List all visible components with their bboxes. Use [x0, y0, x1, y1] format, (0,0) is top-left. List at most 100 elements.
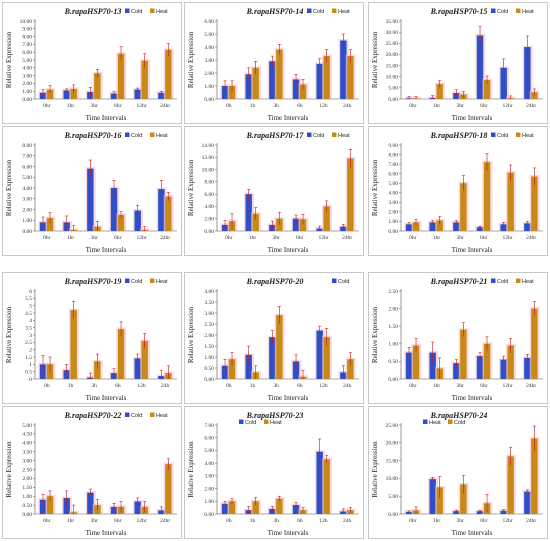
y-tick-label: 0.00	[388, 512, 398, 518]
bar-cold	[110, 93, 118, 99]
x-tick-label: 3hr	[456, 235, 464, 241]
y-tick-label: 0.50	[388, 359, 398, 365]
x-tick-label: 12hr	[502, 103, 512, 109]
chart-title: B.rapaHSP70-22	[64, 411, 122, 420]
x-tick-label: 6hr	[114, 518, 122, 524]
y-tick-label: 12.00	[202, 155, 215, 161]
y-tick-label: 6.00	[388, 171, 398, 177]
legend-label: Heat	[338, 133, 350, 139]
bar-heat	[117, 53, 125, 99]
y-tick-label: 5.00	[22, 58, 32, 64]
chart-title: B.rapaHSP70-13	[64, 7, 122, 16]
chart-title: B.rapaHSP70-14	[246, 7, 304, 16]
y-tick-label: 1.50	[388, 324, 398, 330]
chart-panel-8: B.rapaHSP70-20 Cold 0.00 0.50 1.00 1.50 2.00 2.…	[184, 272, 364, 404]
bar-heat	[460, 183, 467, 231]
y-tick-label: 8.00	[204, 180, 214, 186]
legend-label: Heat	[156, 9, 168, 15]
x-tick-label: 12hr	[502, 383, 512, 389]
y-tick-label: 3.00	[388, 200, 398, 206]
y-axis-label: Relative Expression	[371, 306, 379, 363]
bar-heat	[276, 315, 283, 379]
bar-cold	[39, 499, 47, 514]
x-tick-label: 1hr	[67, 518, 75, 524]
x-tick-label: 0h	[226, 383, 232, 389]
y-tick-label: 25.00	[386, 41, 399, 47]
legend-label: Cold	[313, 9, 324, 15]
chart-svg: B.rapaHSP70-21 Cold Heat 0.00 0.50 1.00 1.50 2.…	[371, 277, 543, 402]
y-tick-label: 5.00	[22, 423, 32, 429]
x-tick-label: 24hr	[160, 235, 170, 241]
x-tick-label: 0h	[44, 383, 50, 389]
x-tick-label: 3hr	[90, 518, 98, 524]
x-tick-label: 12hr	[502, 518, 512, 524]
bar-cold	[134, 89, 141, 99]
legend-swatch	[125, 278, 130, 283]
bar-heat	[276, 218, 283, 231]
y-tick-label: 3.00	[204, 58, 214, 64]
bar-heat	[524, 491, 531, 514]
bar-cold	[524, 47, 531, 99]
chart-svg: B.rapaHSP70-18 Cold Heat 0.00 1.00 2.00 3.00 4.…	[371, 131, 543, 254]
y-tick-label: 4	[29, 318, 32, 324]
y-tick-label: 2.50	[22, 467, 32, 473]
bar-cold	[158, 189, 165, 231]
y-tick-label: 0.00	[204, 377, 214, 383]
legend-swatch	[150, 8, 155, 13]
bar-heat	[347, 359, 354, 379]
bar-heat	[117, 329, 125, 379]
x-tick-label: 12h	[137, 383, 146, 389]
bar-heat	[347, 158, 354, 231]
chart-panel-12: B.rapaHSP70-24 Heat Cold 0.00 5.00 10.00 15.00…	[368, 406, 548, 539]
y-tick-label: 2.00	[204, 486, 214, 492]
bar-cold	[292, 361, 300, 379]
bar-cold	[524, 223, 531, 231]
bar-heat	[70, 310, 77, 379]
y-axis-label: Relative Expression	[5, 159, 13, 216]
bar-cold	[245, 354, 252, 379]
y-tick-label: 4.00	[22, 186, 32, 192]
legend-swatch	[125, 412, 130, 417]
bar-heat	[347, 56, 354, 99]
y-tick-label: 0.00	[22, 229, 32, 235]
x-tick-label: 6hr	[114, 103, 122, 109]
x-tick-label: 12hr	[136, 518, 146, 524]
chart-panel-9: B.rapaHSP70-21 Cold Heat 0.00 0.50 1.00 1.50 2.…	[368, 272, 548, 404]
x-tick-label: 1h	[68, 383, 74, 389]
x-tick-label: 24hr	[160, 518, 170, 524]
bar-cold	[453, 363, 460, 379]
y-tick-label: 10.00	[202, 167, 215, 173]
bar-cold	[316, 451, 323, 514]
legend-swatch	[125, 8, 130, 13]
y-tick-label: 30.00	[386, 30, 399, 36]
bar-heat	[165, 464, 172, 514]
bar-cold	[292, 505, 300, 514]
chart-panel-4: B.rapaHSP70-16 Cold Heat 0.00 1.00 2.00 3.00 4.…	[2, 126, 182, 256]
y-tick-label: 2.50	[388, 289, 398, 295]
bar-cold	[110, 188, 118, 231]
y-tick-label: 0	[29, 377, 32, 383]
legend-swatch	[516, 278, 521, 283]
chart-panel-1: B.rapaHSP70-13 Cold Heat 0.00 1.00 2.00 3.00 4.…	[2, 2, 182, 124]
y-tick-label: 2.5	[25, 340, 32, 346]
y-tick-label: 2.00	[204, 217, 214, 223]
x-tick-label: 0hr	[43, 235, 51, 241]
legend-swatch	[516, 132, 521, 137]
bar-heat	[252, 67, 259, 99]
bar-cold	[405, 224, 413, 231]
bar-cold	[524, 357, 531, 379]
bar-heat	[483, 162, 491, 231]
bar-heat	[228, 86, 236, 99]
y-tick-label: 1.00	[204, 355, 214, 361]
chart-svg: B.rapaHSP70-19 Cold Heat 0 0.511.5 22.53 3.544…	[5, 277, 177, 402]
bar-cold	[507, 456, 514, 514]
bar-heat	[405, 511, 413, 514]
bar-heat	[141, 60, 148, 99]
legend-swatch	[264, 419, 269, 424]
legend-swatch	[332, 8, 337, 13]
legend-label: Heat	[338, 9, 350, 15]
bar-cold	[63, 497, 70, 514]
legend-swatch	[332, 278, 337, 283]
